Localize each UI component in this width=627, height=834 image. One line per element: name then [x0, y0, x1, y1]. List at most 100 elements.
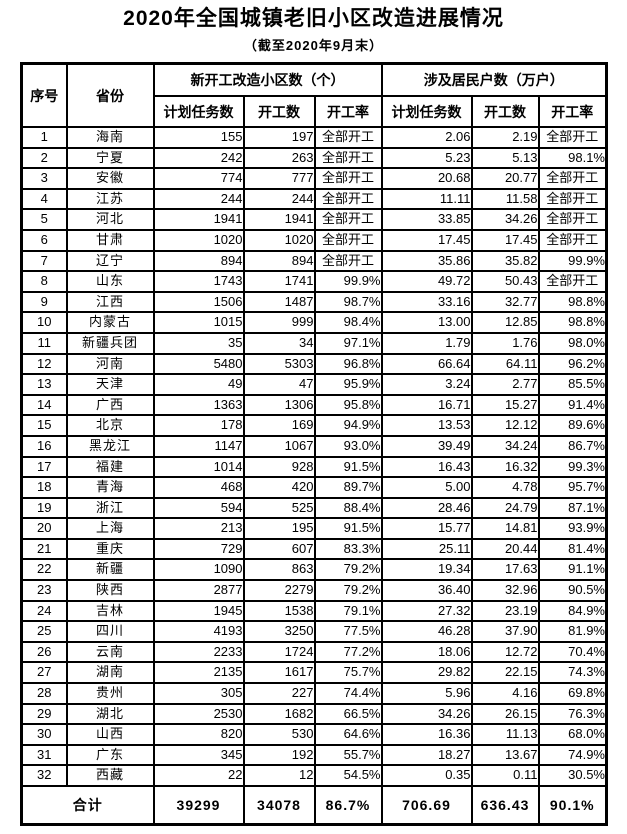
- start-rate-cell: 91.5%: [313, 517, 383, 540]
- plan-count-cell: 1090: [152, 558, 245, 582]
- start-households-cell: 5.13: [470, 146, 540, 170]
- household-rate-cell: 69.8%: [537, 682, 608, 705]
- plan-count-cell: 49: [152, 373, 245, 396]
- table-row: 16 黑龙江 1147 1067 93.0% 39.49 34.24 86.7%: [20, 434, 608, 458]
- household-rate-cell: 96.2%: [537, 352, 608, 376]
- plan-households-cell: 17.45: [380, 228, 473, 252]
- serial-cell: 1: [20, 126, 68, 149]
- plan-count-cell: 244: [152, 187, 245, 211]
- plan-count-cell: 178: [152, 414, 245, 437]
- start-count-cell: 530: [242, 723, 316, 746]
- table-row: 32 西藏 22 12 54.5% 0.35 0.11 30.5%: [20, 764, 608, 787]
- serial-cell: 30: [20, 723, 68, 746]
- header-start-rate-households: 开工率: [537, 95, 608, 128]
- table-row: 30 山西 820 530 64.6% 16.36 11.13 68.0%: [20, 723, 608, 746]
- start-households-cell: 20.44: [470, 537, 540, 561]
- plan-households-cell: 13.53: [380, 414, 473, 437]
- table-row: 23 陕西 2877 2279 79.2% 36.40 32.96 90.5%: [20, 579, 608, 602]
- start-households-cell: 0.11: [470, 764, 540, 787]
- start-households-cell: 4.78: [470, 476, 540, 499]
- table-row: 22 新疆 1090 863 79.2% 19.34 17.63 91.1%: [20, 558, 608, 582]
- plan-count-cell: 345: [152, 743, 245, 767]
- plan-count-cell: 155: [152, 126, 245, 149]
- start-rate-cell: 全部开工: [313, 146, 383, 170]
- province-cell: 黑龙江: [65, 434, 155, 458]
- province-cell: 北京: [65, 414, 155, 437]
- serial-cell: 17: [20, 455, 68, 479]
- plan-households-cell: 5.96: [380, 682, 473, 705]
- province-cell: 吉林: [65, 599, 155, 623]
- serial-cell: 23: [20, 579, 68, 602]
- serial-cell: 8: [20, 270, 68, 293]
- plan-count-cell: 1020: [152, 228, 245, 252]
- start-count-cell: 1487: [242, 290, 316, 314]
- household-rate-cell: 全部开工: [537, 228, 608, 252]
- start-rate-cell: 83.3%: [313, 537, 383, 561]
- start-count-cell: 169: [242, 414, 316, 437]
- table-row: 19 浙江 594 525 88.4% 28.46 24.79 87.1%: [20, 496, 608, 520]
- start-rate-cell: 64.6%: [313, 723, 383, 746]
- table-row: 27 湖南 2135 1617 75.7% 29.82 22.15 74.3%: [20, 661, 608, 685]
- start-households-cell: 34.26: [470, 208, 540, 231]
- start-count-cell: 1538: [242, 599, 316, 623]
- table-row: 9 江西 1506 1487 98.7% 33.16 32.77 98.8%: [20, 290, 608, 314]
- table-row: 31 广东 345 192 55.7% 18.27 13.67 74.9%: [20, 743, 608, 767]
- plan-count-cell: 213: [152, 517, 245, 540]
- start-rate-cell: 77.2%: [313, 640, 383, 664]
- province-cell: 新疆: [65, 558, 155, 582]
- plan-households-cell: 39.49: [380, 434, 473, 458]
- household-rate-cell: 99.3%: [537, 455, 608, 479]
- start-rate-cell: 66.5%: [313, 702, 383, 726]
- header-sub-row: 计划任务数 开工数 开工率 计划任务数 开工数 开工率: [22, 95, 608, 128]
- serial-cell: 24: [20, 599, 68, 623]
- household-rate-cell: 90.5%: [537, 579, 608, 602]
- start-rate-cell: 99.9%: [313, 270, 383, 293]
- serial-cell: 12: [20, 352, 68, 376]
- start-count-cell: 1067: [242, 434, 316, 458]
- plan-households-cell: 19.34: [380, 558, 473, 582]
- household-rate-cell: 70.4%: [537, 640, 608, 664]
- start-rate-cell: 全部开工: [313, 249, 383, 273]
- serial-cell: 4: [20, 187, 68, 211]
- header-province: 省份: [65, 62, 155, 128]
- plan-households-cell: 28.46: [380, 496, 473, 520]
- plan-count-cell: 35: [152, 331, 245, 355]
- province-cell: 海南: [65, 126, 155, 149]
- start-count-cell: 47: [242, 373, 316, 396]
- plan-households-cell: 49.72: [380, 270, 473, 293]
- page-title: 2020年全国城镇老旧小区改造进展情况: [123, 7, 504, 30]
- serial-cell: 32: [20, 764, 68, 787]
- household-rate-cell: 全部开工: [537, 208, 608, 231]
- start-households-cell: 64.11: [470, 352, 540, 376]
- plan-households-cell: 33.85: [380, 208, 473, 231]
- plan-count-cell: 894: [152, 249, 245, 273]
- household-rate-cell: 84.9%: [537, 599, 608, 623]
- start-count-cell: 12: [242, 764, 316, 787]
- start-rate-cell: 全部开工: [313, 167, 383, 190]
- province-cell: 甘肃: [65, 228, 155, 252]
- start-households-cell: 12.85: [470, 311, 540, 334]
- start-count-cell: 1724: [242, 640, 316, 664]
- province-cell: 贵州: [65, 682, 155, 705]
- household-rate-cell: 74.3%: [537, 661, 608, 685]
- plan-households-cell: 36.40: [380, 579, 473, 602]
- start-households-cell: 12.12: [470, 414, 540, 437]
- table-row: 15 北京 178 169 94.9% 13.53 12.12 89.6%: [20, 414, 608, 437]
- household-rate-cell: 98.8%: [537, 311, 608, 334]
- plan-count-cell: 468: [152, 476, 245, 499]
- start-count-cell: 999: [242, 311, 316, 334]
- household-rate-cell: 74.9%: [537, 743, 608, 767]
- plan-households-cell: 34.26: [380, 702, 473, 726]
- province-cell: 广西: [65, 393, 155, 417]
- province-cell: 青海: [65, 476, 155, 499]
- start-count-cell: 607: [242, 537, 316, 561]
- start-count-cell: 420: [242, 476, 316, 499]
- household-rate-cell: 95.7%: [537, 476, 608, 499]
- serial-cell: 5: [20, 208, 68, 231]
- table-row: 4 江苏 244 244 全部开工 11.11 11.58 全部开工: [20, 187, 608, 211]
- plan-count-cell: 774: [152, 167, 245, 190]
- start-households-cell: 13.67: [470, 743, 540, 767]
- serial-cell: 19: [20, 496, 68, 520]
- plan-households-cell: 66.64: [380, 352, 473, 376]
- start-rate-cell: 55.7%: [313, 743, 383, 767]
